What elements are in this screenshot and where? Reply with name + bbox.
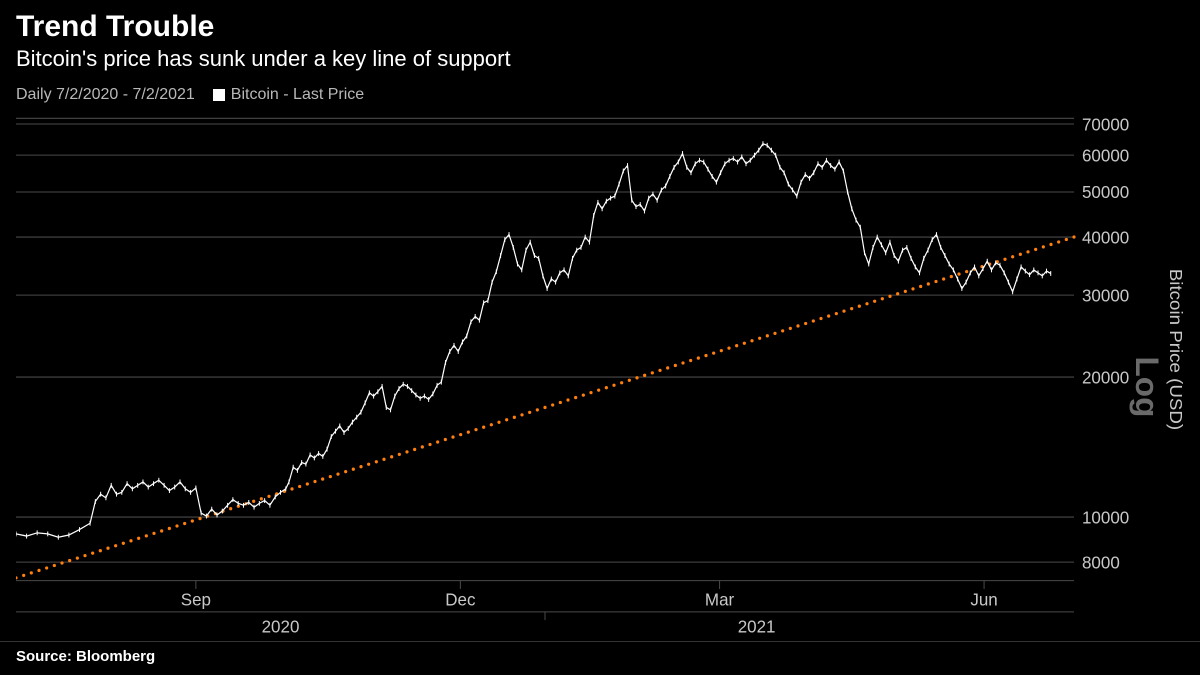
svg-text:70000: 70000 bbox=[1082, 114, 1129, 134]
legend-row: Daily 7/2/2020 - 7/2/2021 Bitcoin - Last… bbox=[0, 76, 1200, 110]
svg-text:2020: 2020 bbox=[262, 616, 300, 636]
price-chart: 8000 10000 20000 30000 40000 50000 60000 70000 S… bbox=[16, 110, 1184, 641]
legend-swatch bbox=[213, 89, 225, 101]
svg-text:Bitcoin Price (USD): Bitcoin Price (USD) bbox=[1166, 269, 1184, 430]
svg-text:60000: 60000 bbox=[1082, 145, 1129, 165]
svg-text:Dec: Dec bbox=[445, 589, 476, 609]
svg-text:8000: 8000 bbox=[1082, 552, 1120, 572]
svg-text:50000: 50000 bbox=[1082, 182, 1129, 202]
svg-text:40000: 40000 bbox=[1082, 227, 1129, 247]
legend-series-label: Bitcoin - Last Price bbox=[231, 86, 364, 104]
svg-text:10000: 10000 bbox=[1082, 507, 1129, 527]
svg-text:Jun: Jun bbox=[970, 589, 997, 609]
svg-text:30000: 30000 bbox=[1082, 285, 1129, 305]
chart-subtitle: Bitcoin's price has sunk under a key lin… bbox=[16, 46, 1184, 72]
legend-series: Bitcoin - Last Price bbox=[213, 86, 364, 104]
svg-text:Mar: Mar bbox=[705, 589, 734, 609]
svg-text:20000: 20000 bbox=[1082, 367, 1129, 387]
legend-daterange: Daily 7/2/2020 - 7/2/2021 bbox=[16, 86, 195, 104]
svg-text:Log: Log bbox=[1129, 356, 1165, 417]
svg-text:2021: 2021 bbox=[738, 616, 776, 636]
chart-title: Trend Trouble bbox=[16, 10, 1184, 44]
svg-text:Sep: Sep bbox=[181, 589, 211, 609]
source-label: Source: Bloomberg bbox=[0, 641, 1200, 675]
